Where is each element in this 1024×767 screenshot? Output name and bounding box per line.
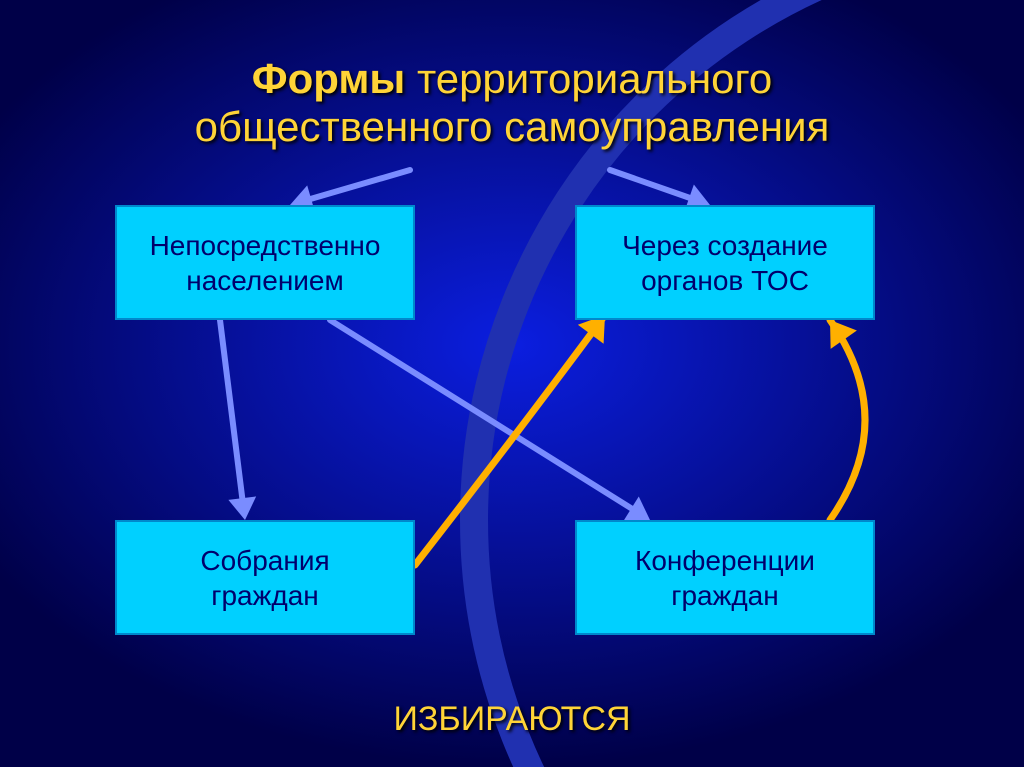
box-bottom-left: Собрания граждан [115, 520, 415, 635]
box-bottom-right: Конференции граждан [575, 520, 875, 635]
title-bold-word: Формы [252, 55, 406, 102]
box-tr-line2: органов ТОС [641, 265, 809, 296]
box-tr-line1: Через создание [622, 230, 828, 261]
box-top-right: Через создание органов ТОС [575, 205, 875, 320]
box-top-left: Непосредственно населением [115, 205, 415, 320]
bottom-label-text: ИЗБИРАЮТСЯ [393, 700, 630, 738]
box-bl-line1: Собрания [200, 545, 329, 576]
title-line2: общественного самоуправления [195, 103, 830, 150]
box-br-line1: Конференции [635, 545, 815, 576]
title-line1-rest: территориального [405, 55, 772, 102]
box-br-line2: граждан [671, 580, 778, 611]
slide-title: Формы территориального общественного сам… [0, 55, 1024, 151]
box-tl-line2: населением [186, 265, 344, 296]
bottom-label: ИЗБИРАЮТСЯ [0, 700, 1024, 739]
box-bl-line2: граждан [211, 580, 318, 611]
slide-root: Формы территориального общественного сам… [0, 0, 1024, 767]
box-tl-line1: Непосредственно [150, 230, 381, 261]
